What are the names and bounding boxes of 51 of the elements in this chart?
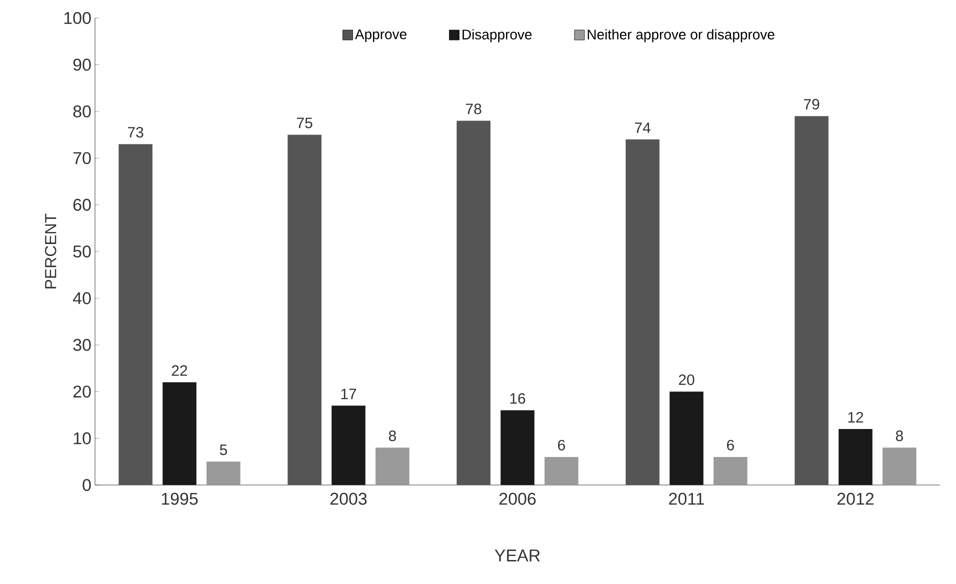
data-label: 16 xyxy=(510,393,526,404)
bar xyxy=(288,134,322,485)
bar xyxy=(544,456,578,485)
y-tick-label: 50 xyxy=(73,245,91,258)
bar xyxy=(838,428,872,485)
data-label: 79 xyxy=(804,98,820,110)
bar xyxy=(456,120,490,485)
data-label: 75 xyxy=(296,118,312,128)
y-tick-label: 100 xyxy=(64,12,91,24)
y-tick-label: 70 xyxy=(73,152,91,164)
x-tick-label: 2006 xyxy=(499,492,536,505)
bar xyxy=(332,406,366,485)
data-label: 8 xyxy=(388,430,396,442)
y-tick-label: 40 xyxy=(72,292,91,304)
bar xyxy=(626,139,660,485)
data-label: 20 xyxy=(678,374,694,386)
data-label: 17 xyxy=(341,388,356,400)
y-tick-label: 0 xyxy=(82,478,91,492)
y-tick-label: 80 xyxy=(73,105,91,118)
bar xyxy=(376,448,410,485)
data-label: 5 xyxy=(220,444,227,456)
y-tick-label: 30 xyxy=(73,338,91,351)
bar xyxy=(118,144,152,485)
data-label: 6 xyxy=(558,440,565,450)
data-label: 78 xyxy=(466,104,482,114)
data-label: 8 xyxy=(896,430,903,442)
data-label: 22 xyxy=(172,365,188,376)
x-tick-label: 2011 xyxy=(669,492,704,505)
bar xyxy=(206,462,240,485)
bar xyxy=(162,382,196,485)
legend-label: Approve xyxy=(354,29,406,42)
data-label: 6 xyxy=(727,440,734,450)
legend-label: Neither approve or disapprove xyxy=(588,29,774,42)
y-tick-label: 10 xyxy=(74,432,91,444)
x-tick-label: 2012 xyxy=(837,492,874,505)
data-label: 74 xyxy=(634,122,650,133)
bar xyxy=(500,410,534,485)
data-label: 12 xyxy=(848,412,864,422)
bar xyxy=(714,456,748,485)
bar xyxy=(882,448,916,485)
bar xyxy=(670,392,704,485)
x-axis-title: YEAR xyxy=(494,550,540,562)
y-tick-label: 20 xyxy=(73,386,91,398)
x-tick-label: 2003 xyxy=(330,492,367,505)
legend-label: Disapprove xyxy=(462,29,532,42)
data-label: 73 xyxy=(128,126,144,138)
bar xyxy=(794,116,828,485)
y-tick-label: 90 xyxy=(73,58,91,71)
y-tick-label: 60 xyxy=(73,198,91,211)
x-tick-label: 1995 xyxy=(162,492,198,505)
y-axis-title: PERCENT xyxy=(44,214,56,288)
